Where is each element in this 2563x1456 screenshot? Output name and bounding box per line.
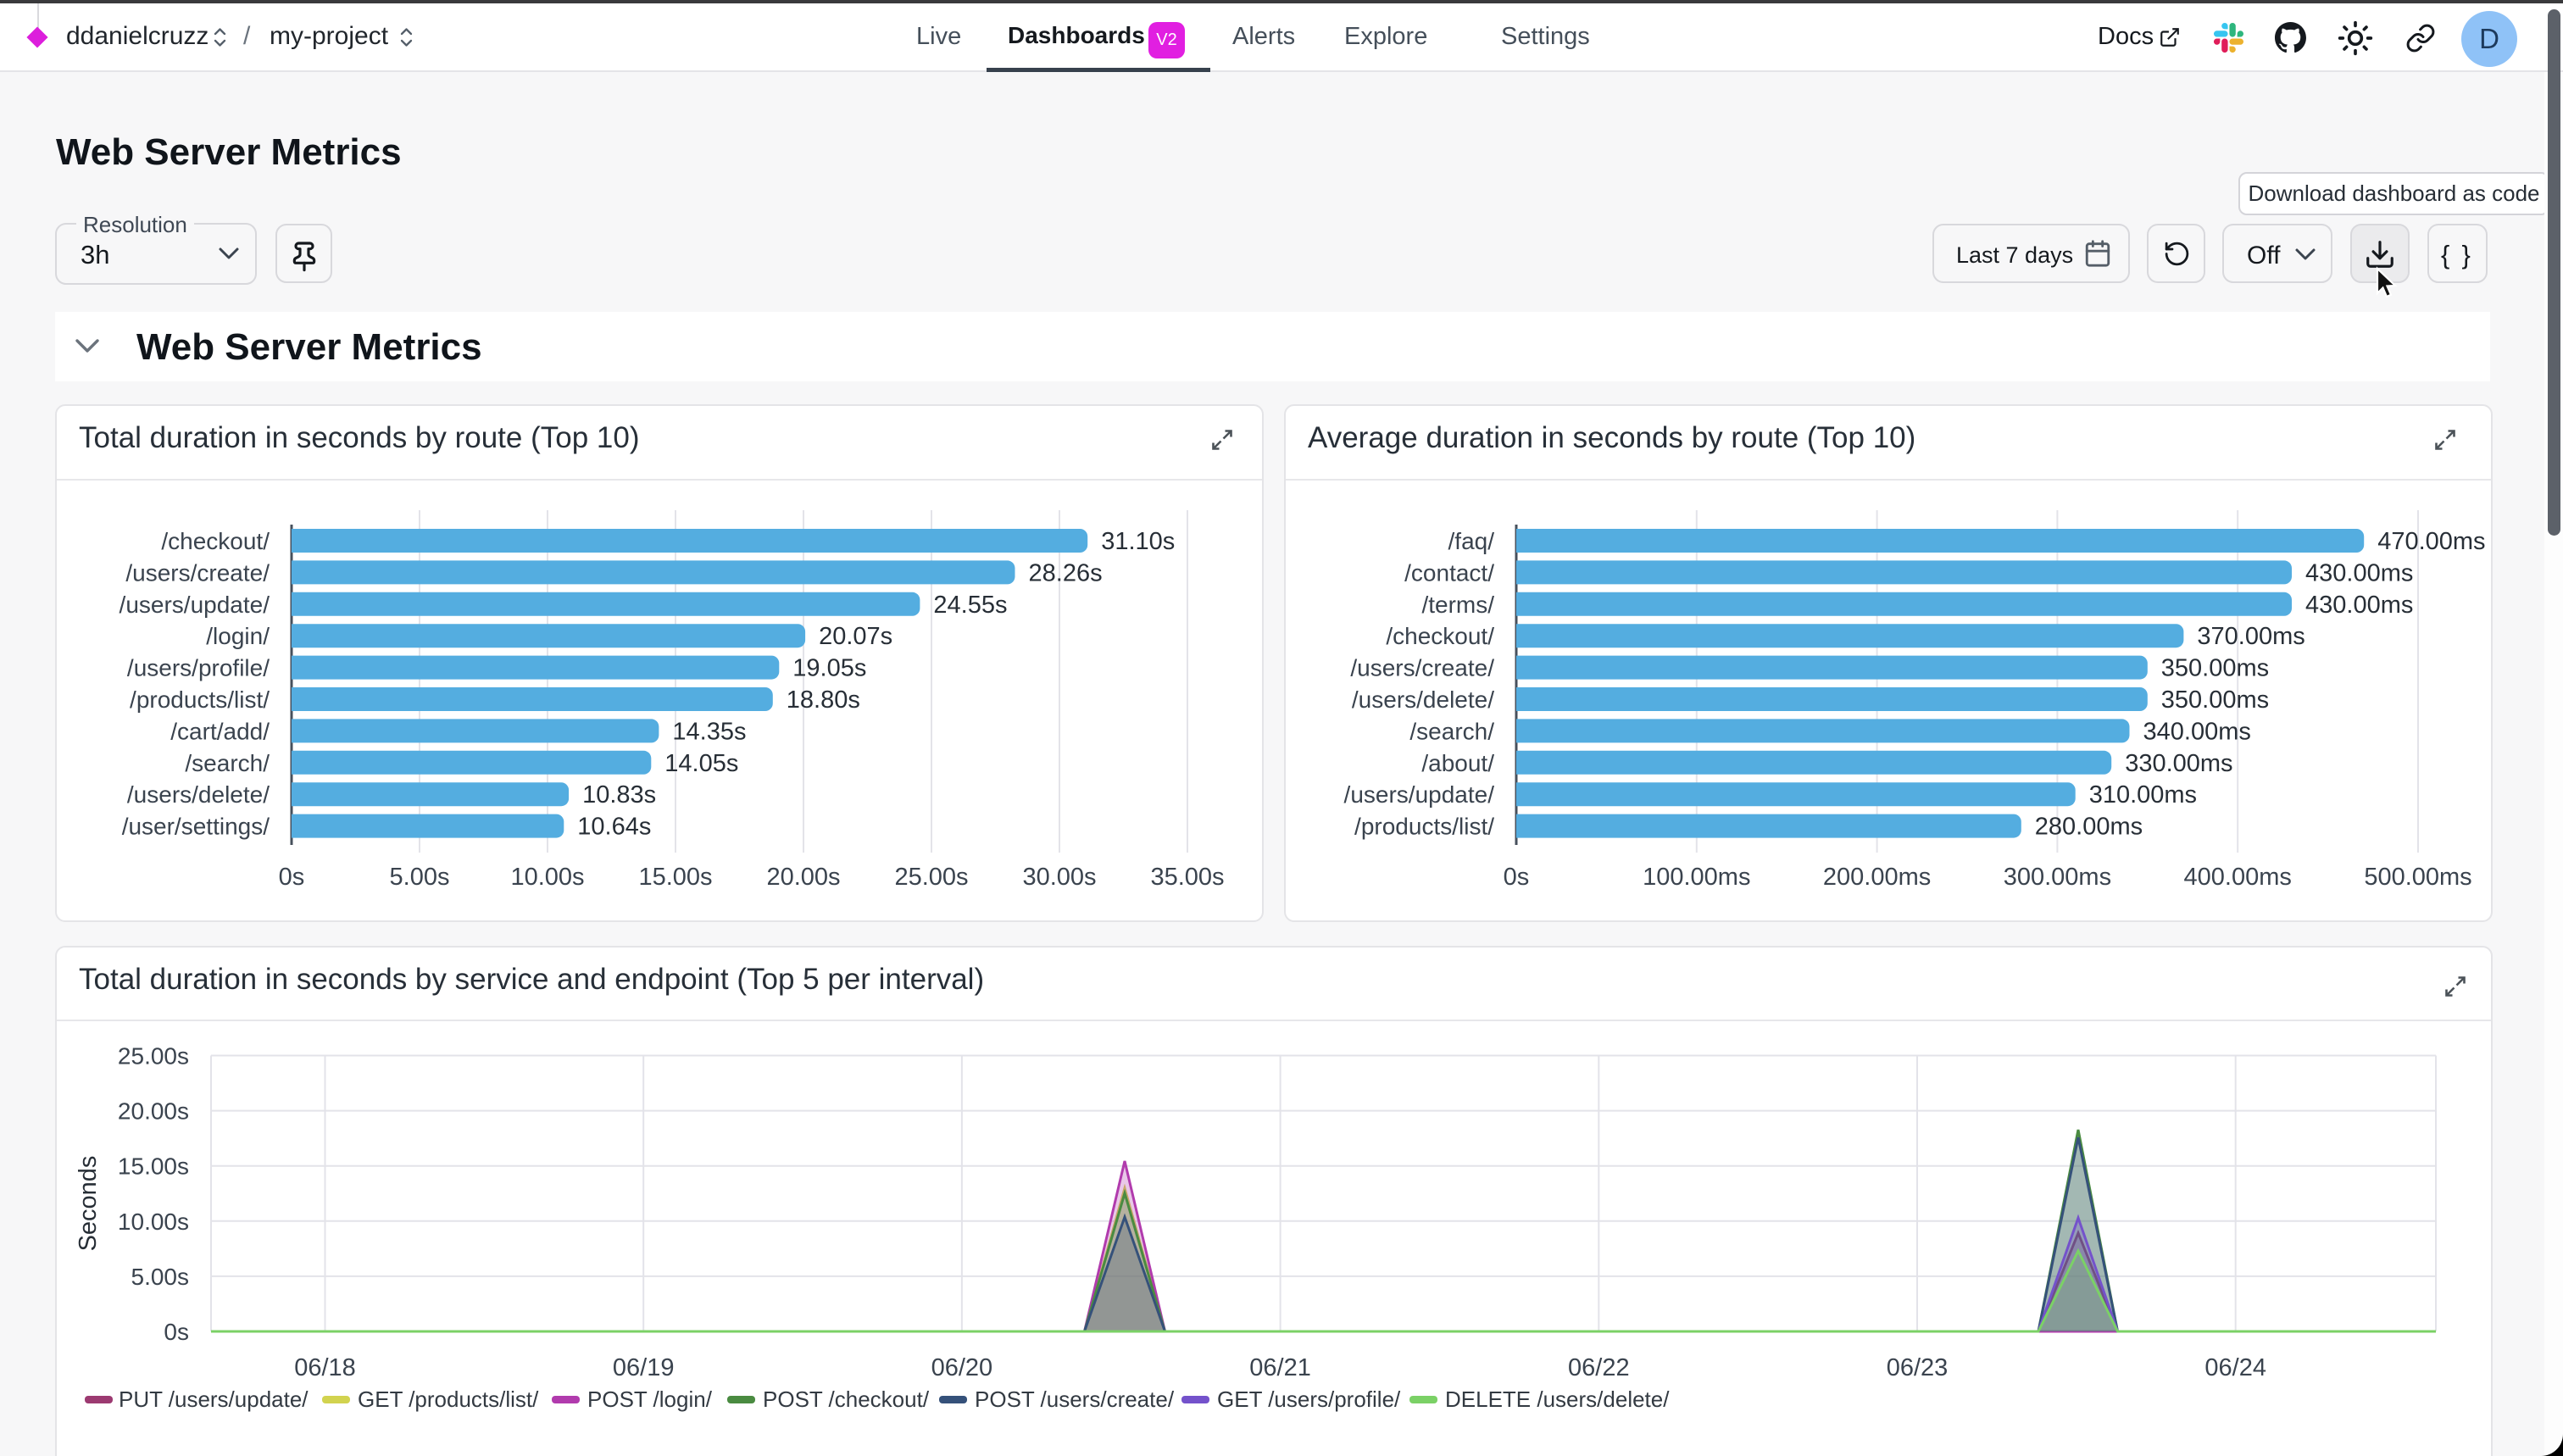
svg-text:/terms/: /terms/ (1421, 592, 1494, 618)
svg-text:430.00ms: 430.00ms (2305, 592, 2413, 619)
svg-text:18.80s: 18.80s (787, 686, 860, 714)
svg-text:470.00ms: 470.00ms (2377, 528, 2485, 555)
svg-text:35.00s: 35.00s (1150, 864, 1224, 891)
svg-text:500.00ms: 500.00ms (2364, 864, 2471, 891)
svg-text:/users/profile/: /users/profile/ (127, 655, 270, 681)
svg-text:5.00s: 5.00s (131, 1264, 190, 1290)
svg-text:25.00s: 25.00s (894, 864, 968, 891)
svg-text:/search/: /search/ (185, 750, 270, 776)
svg-text:430.00ms: 430.00ms (2305, 559, 2413, 586)
svg-text:/about/: /about/ (1421, 750, 1494, 776)
svg-text:0s: 0s (164, 1319, 189, 1345)
svg-text:/users/update/: /users/update/ (120, 592, 270, 618)
svg-text:370.00ms: 370.00ms (2197, 623, 2304, 650)
svg-text:24.55s: 24.55s (933, 592, 1007, 619)
svg-text:20.00s: 20.00s (118, 1098, 189, 1125)
svg-text:30.00s: 30.00s (1022, 864, 1096, 891)
svg-text:/users/delete/: /users/delete/ (1352, 686, 1494, 713)
svg-text:06/21: 06/21 (1249, 1354, 1311, 1381)
svg-text:350.00ms: 350.00ms (2161, 655, 2269, 682)
svg-text:/users/create/: /users/create/ (1350, 655, 1494, 681)
svg-text:10.64s: 10.64s (577, 814, 651, 841)
svg-text:20.07s: 20.07s (819, 623, 892, 650)
svg-text:06/20: 06/20 (931, 1354, 993, 1381)
svg-text:19.05s: 19.05s (792, 655, 866, 682)
svg-text:0s: 0s (279, 864, 305, 891)
svg-text:20.00s: 20.00s (766, 864, 840, 891)
svg-text:06/18: 06/18 (294, 1354, 356, 1381)
svg-text:15.00s: 15.00s (638, 864, 712, 891)
svg-text:/login/: /login/ (206, 623, 270, 649)
svg-text:0s: 0s (1504, 864, 1530, 891)
svg-text:/search/: /search/ (1409, 718, 1494, 744)
svg-text:06/22: 06/22 (1568, 1354, 1630, 1381)
svg-text:280.00ms: 280.00ms (2035, 814, 2143, 841)
svg-text:/cart/add/: /cart/add/ (170, 718, 270, 744)
svg-text:300.00ms: 300.00ms (2004, 864, 2111, 891)
svg-text:400.00ms: 400.00ms (2184, 864, 2292, 891)
svg-text:/contact/: /contact/ (1404, 559, 1494, 586)
svg-text:/products/list/: /products/list/ (1354, 814, 1494, 840)
svg-text:06/23: 06/23 (1887, 1354, 1949, 1381)
svg-text:/checkout/: /checkout/ (1386, 623, 1494, 649)
svg-text:06/24: 06/24 (2204, 1354, 2266, 1381)
svg-text:310.00ms: 310.00ms (2089, 781, 2197, 809)
svg-text:340.00ms: 340.00ms (2143, 718, 2251, 745)
svg-text:/users/create/: /users/create/ (125, 559, 270, 586)
svg-text:/users/update/: /users/update/ (1344, 781, 1495, 808)
svg-text:31.10s: 31.10s (1101, 528, 1175, 555)
svg-text:25.00s: 25.00s (118, 1043, 189, 1070)
svg-text:28.26s: 28.26s (1029, 559, 1103, 586)
svg-text:15.00s: 15.00s (118, 1153, 189, 1180)
svg-text:14.05s: 14.05s (664, 750, 738, 777)
svg-text:/faq/: /faq/ (1448, 528, 1495, 554)
svg-text:100.00ms: 100.00ms (1643, 864, 1750, 891)
svg-text:/products/list/: /products/list/ (130, 686, 270, 713)
svg-text:10.83s: 10.83s (582, 781, 656, 809)
svg-text:Seconds: Seconds (75, 1156, 102, 1252)
svg-text:/users/delete/: /users/delete/ (127, 781, 270, 808)
svg-text:350.00ms: 350.00ms (2161, 686, 2269, 714)
svg-text:330.00ms: 330.00ms (2125, 750, 2232, 777)
svg-text:14.35s: 14.35s (672, 718, 746, 745)
svg-text:10.00s: 10.00s (510, 864, 584, 891)
svg-text:06/19: 06/19 (613, 1354, 675, 1381)
svg-text:/user/settings/: /user/settings/ (122, 814, 270, 840)
svg-text:5.00s: 5.00s (390, 864, 450, 891)
svg-text:/checkout/: /checkout/ (161, 528, 270, 554)
svg-text:200.00ms: 200.00ms (1823, 864, 1931, 891)
svg-text:10.00s: 10.00s (118, 1209, 189, 1235)
